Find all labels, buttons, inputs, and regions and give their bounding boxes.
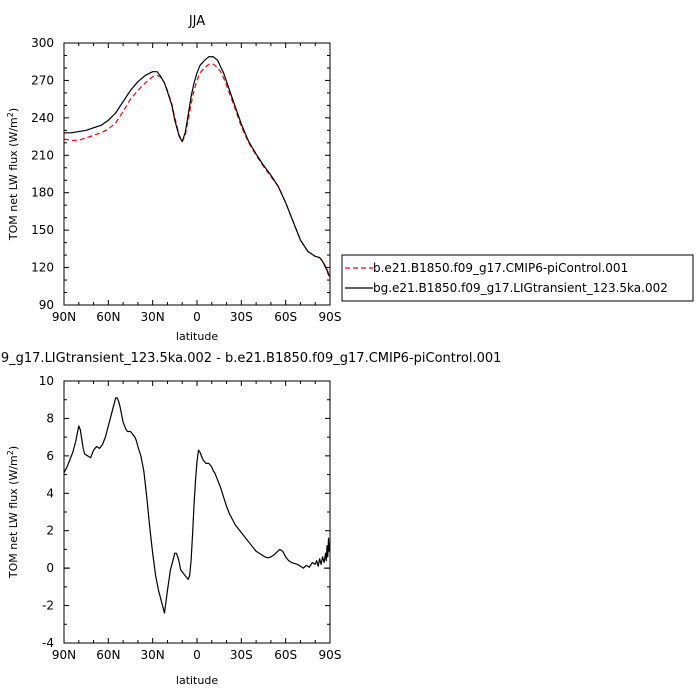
bottom-panel: bg.e21.B1850.f09_g17.LIGtransient_123.5k… bbox=[0, 351, 501, 687]
x-tick-label: 90S bbox=[319, 310, 342, 324]
top-series-group bbox=[63, 56, 331, 277]
x-tick-label: 30S bbox=[230, 310, 253, 324]
legend: b.e21.B1850.f09_g17.CMIP6-piControl.001 … bbox=[341, 254, 694, 302]
x-tick-label: 30S bbox=[230, 648, 253, 662]
top-y-tick-labels: 90 120 150 180 210 240 270 300 bbox=[31, 36, 54, 312]
legend-label-control: b.e21.B1850.f09_g17.CMIP6-piControl.001 bbox=[373, 261, 628, 275]
bottom-series-group bbox=[63, 397, 331, 614]
bottom-axis-ticks bbox=[63, 380, 331, 644]
bottom-y-tick-labels: -4 -2 0 2 4 6 8 10 bbox=[39, 374, 54, 650]
y-tick-label: 270 bbox=[31, 73, 54, 87]
x-tick-label: 90N bbox=[52, 648, 76, 662]
y-tick-label: 300 bbox=[31, 36, 54, 50]
top-x-tick-labels: 90N 60N 30N 0 30S 60S 90S bbox=[52, 310, 342, 324]
legend-label-lig: bg.e21.B1850.f09_g17.LIGtransient_123.5k… bbox=[373, 281, 668, 295]
bottom-y-axis-label: TOM net LW flux (W/m2) bbox=[6, 446, 20, 579]
bottom-x-axis-label: latitude bbox=[176, 674, 218, 687]
x-tick-label: 60N bbox=[96, 310, 120, 324]
x-tick-label: 60N bbox=[96, 648, 120, 662]
x-tick-label: 60S bbox=[274, 648, 297, 662]
legend-box bbox=[341, 254, 694, 302]
x-tick-label: 90S bbox=[319, 648, 342, 662]
top-series-line-0 bbox=[63, 63, 331, 277]
y-tick-label: 210 bbox=[31, 148, 54, 162]
x-tick-label: 30N bbox=[141, 310, 165, 324]
y-tick-label: 90 bbox=[39, 298, 54, 312]
bottom-x-tick-labels: 90N 60N 30N 0 30S 60S 90S bbox=[52, 648, 342, 662]
y-tick-label: 2 bbox=[46, 524, 54, 538]
x-tick-label: 0 bbox=[193, 310, 201, 324]
y-tick-label: 150 bbox=[31, 223, 54, 237]
y-tick-label: 8 bbox=[46, 411, 54, 425]
top-x-axis-label: latitude bbox=[176, 330, 218, 343]
x-tick-label: 90N bbox=[52, 310, 76, 324]
top-plot-frame bbox=[63, 42, 331, 306]
top-axis-ticks bbox=[63, 42, 331, 306]
y-tick-label: 10 bbox=[39, 374, 54, 388]
bot-series-line-0 bbox=[63, 397, 331, 614]
x-tick-label: 60S bbox=[274, 310, 297, 324]
x-tick-label: 30N bbox=[141, 648, 165, 662]
top-y-axis-label: TOM net LW flux (W/m2) bbox=[6, 108, 20, 241]
y-tick-label: 6 bbox=[46, 449, 54, 463]
top-series-line-1 bbox=[64, 56, 331, 277]
y-tick-label: -4 bbox=[42, 636, 54, 650]
y-tick-label: 4 bbox=[46, 486, 54, 500]
top-chart-title: JJA bbox=[188, 14, 205, 29]
top-panel: JJA 90N 60N 30N 0 30S 60S 90S 90 120 150 180 210 24… bbox=[6, 14, 341, 343]
bottom-plot-frame bbox=[63, 380, 331, 644]
bottom-chart-title: bg.e21.B1850.f09_g17.LIGtransient_123.5k… bbox=[0, 351, 501, 366]
y-tick-label: 120 bbox=[31, 261, 54, 275]
y-tick-label: -2 bbox=[42, 599, 54, 613]
y-tick-label: 180 bbox=[31, 186, 54, 200]
x-tick-label: 0 bbox=[193, 648, 201, 662]
y-tick-label: 0 bbox=[46, 561, 54, 575]
y-tick-label: 240 bbox=[31, 111, 54, 125]
